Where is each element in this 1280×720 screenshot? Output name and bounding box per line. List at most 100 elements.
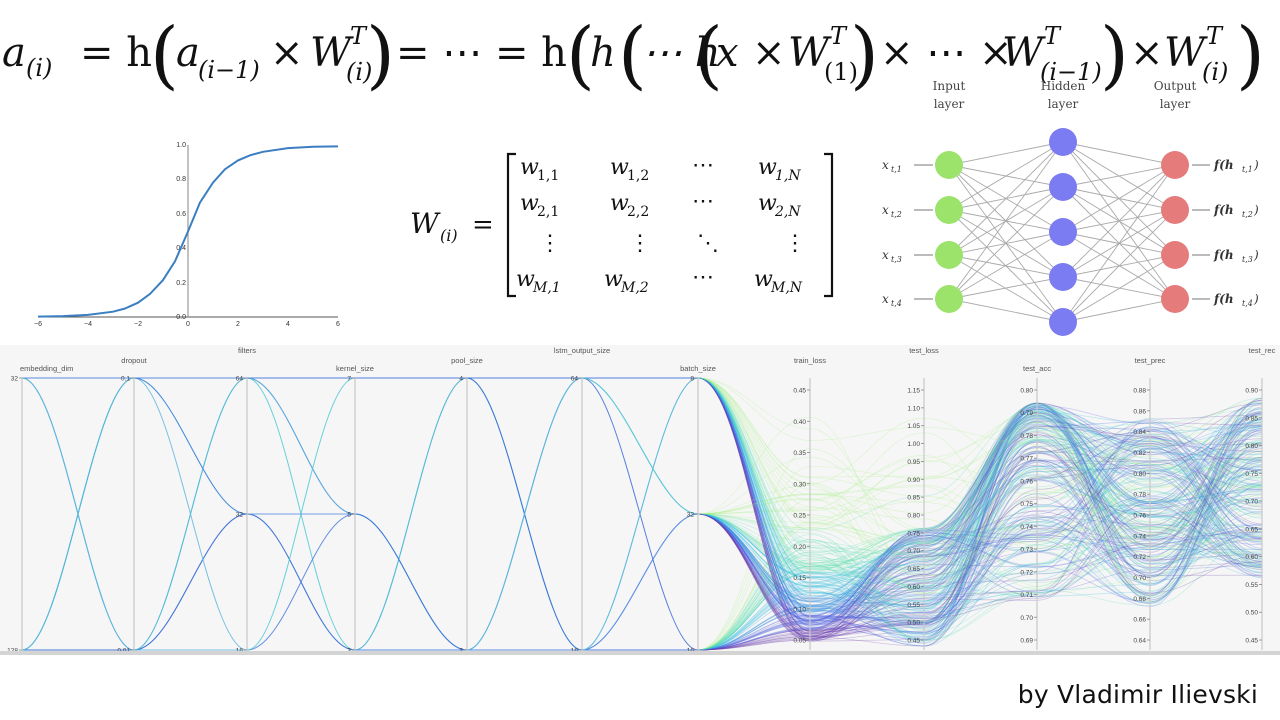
svg-text:w: w	[520, 191, 539, 216]
tick-label: 0.85	[907, 495, 920, 502]
svg-text:(: (	[566, 12, 595, 98]
tick-label: 0.75	[1245, 471, 1258, 478]
svg-text:×: ×	[270, 30, 304, 76]
tick-label: 0.80	[1133, 471, 1146, 478]
svg-text:(i): (i)	[1202, 58, 1228, 86]
axis-test_rec[interactable]: test_rec 0.90 0.85 0.80 0.75 0.70 0.65 0.60 0.55…	[1245, 346, 1276, 650]
svg-text:x: x	[716, 30, 739, 76]
svg-text:w: w	[610, 191, 629, 216]
hidden-node	[1049, 128, 1077, 156]
svg-text:t,4: t,4	[1242, 299, 1253, 308]
tick-label: 0.75	[1020, 501, 1033, 508]
svg-text:f(h: f(h	[1213, 158, 1234, 172]
tick-label: 0.70	[1020, 615, 1033, 622]
axis-label: test_rec	[1249, 346, 1276, 355]
tick-label: 0.76	[1133, 513, 1146, 520]
svg-text:t,2: t,2	[891, 210, 902, 219]
axis-lstm_output_size[interactable]: lstm_output_size6416	[554, 346, 610, 655]
svg-text:0.6: 0.6	[176, 211, 186, 218]
svg-text:4: 4	[286, 321, 290, 328]
parallel-coordinates-plot[interactable]: embedding_dim32128dropout0.10.01filters6…	[0, 345, 1280, 655]
axis-train_loss[interactable]: train_loss 0.45 0.40 0.35 0.30 0.25 0.20 0.15 0.…	[793, 356, 826, 650]
axis-filters[interactable]: filters643216	[236, 346, 256, 655]
tick-label: 0.75	[907, 530, 920, 537]
svg-text:(i−1): (i−1)	[198, 56, 260, 84]
input-node	[935, 285, 963, 313]
svg-text:M,N: M,N	[770, 280, 803, 296]
axis-test_acc[interactable]: test_acc 0.80 0.79 0.78 0.77 0.76 0.75 0.74 0.73…	[1020, 364, 1051, 650]
tick-label: 7	[347, 376, 351, 383]
svg-text:⋮: ⋮	[784, 231, 806, 256]
tick-label: 0.60	[1245, 554, 1258, 561]
tick-label: 0.70	[907, 548, 920, 555]
author-credit: by Vladimir Ilievski	[1017, 680, 1258, 709]
svg-text:(i−1): (i−1)	[1040, 58, 1102, 86]
svg-text:layer: layer	[1048, 97, 1079, 111]
tick-label: 0.84	[1133, 429, 1146, 436]
tick-label: 0.68	[1133, 596, 1146, 603]
svg-text:⋯: ⋯	[692, 265, 714, 290]
svg-text:=: =	[472, 210, 494, 240]
tick-label: 0.76	[1020, 478, 1033, 485]
activation-equation: a (i) = h ( a (i−1) × W T (i) ) = ⋯ = h …	[2, 12, 1265, 98]
svg-text:= h: = h	[80, 30, 152, 76]
tick-label: 0.25	[793, 513, 806, 520]
svg-text:(: (	[694, 12, 723, 98]
svg-text:(1): (1)	[824, 58, 858, 86]
svg-text:t,1: t,1	[1242, 165, 1253, 174]
tick-label: 0.45	[1245, 638, 1258, 645]
tick-label: 0.15	[793, 575, 806, 582]
hidden-node	[1049, 173, 1077, 201]
tick-label: 0.90	[907, 477, 920, 484]
axis-test_prec[interactable]: test_prec 0.88 0.86 0.84 0.82 0.80 0.78 0.76 0.7…	[1133, 356, 1166, 650]
tick-label: 0.05	[793, 638, 806, 645]
svg-text:(i): (i)	[26, 54, 52, 82]
tick-label: 0.50	[907, 620, 920, 627]
svg-text:x: x	[882, 292, 889, 306]
tick-label: 0.1	[121, 376, 130, 383]
tick-label: 64	[236, 376, 244, 383]
tick-label: 0.50	[1245, 610, 1258, 617]
tick-label: 0.10	[793, 606, 806, 613]
svg-text:2,1: 2,1	[537, 204, 559, 220]
tick-label: 0.66	[1133, 617, 1146, 624]
svg-text:W: W	[310, 30, 354, 76]
tick-label: 0.80	[907, 513, 920, 520]
output-node	[1161, 241, 1189, 269]
svg-text:T: T	[1044, 22, 1062, 50]
svg-text:⋮: ⋮	[539, 231, 561, 256]
tick-label: 32	[236, 512, 244, 519]
svg-text:= ⋯ = h: = ⋯ = h	[396, 30, 567, 76]
axis-test_loss[interactable]: test_loss 1.15 1.10 1.05 1.00 0.95 0.90 0.85 0.8…	[907, 346, 939, 650]
axis-label: test_acc	[1023, 364, 1051, 373]
axis-embedding_dim[interactable]: embedding_dim32128	[7, 364, 73, 655]
connections	[948, 141, 1176, 323]
hidden-node	[1049, 218, 1077, 246]
svg-text:): )	[1253, 292, 1259, 306]
svg-text:⋱: ⋱	[697, 231, 719, 256]
svg-text:M,2: M,2	[620, 280, 649, 296]
svg-text:w: w	[758, 155, 777, 180]
axis-label: train_loss	[794, 356, 826, 365]
tick-label: 0.79	[1020, 410, 1033, 417]
tick-label: 0.65	[907, 566, 920, 573]
svg-text:1,1: 1,1	[537, 168, 559, 184]
svg-text:−6: −6	[34, 321, 42, 328]
svg-text:(: (	[150, 12, 179, 98]
svg-text:layer: layer	[1160, 97, 1191, 111]
svg-text:): )	[1253, 158, 1259, 172]
tick-label: 0.95	[907, 459, 920, 466]
svg-text:0: 0	[186, 321, 190, 328]
tick-label: 0.69	[1020, 638, 1033, 645]
svg-text:(i): (i)	[440, 226, 458, 245]
svg-text:0.0: 0.0	[176, 314, 186, 321]
svg-text:(i): (i)	[346, 58, 372, 86]
axis-label: test_loss	[909, 346, 939, 355]
tick-label: 0.55	[907, 602, 920, 609]
svg-text:2,2: 2,2	[627, 204, 649, 220]
svg-text:w: w	[754, 267, 773, 292]
svg-text:x: x	[882, 203, 889, 217]
axis-pool_size[interactable]: pool_size42	[451, 356, 483, 655]
plot-bottom-border	[0, 651, 1280, 655]
